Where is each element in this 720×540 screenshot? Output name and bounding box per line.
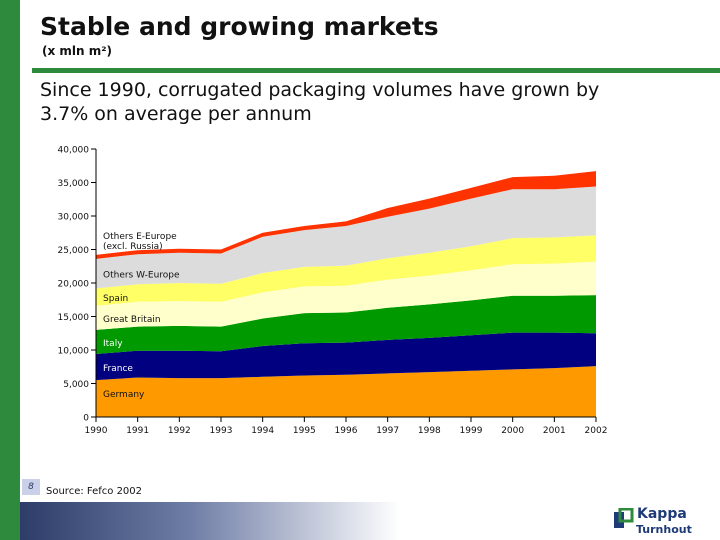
x-tick-label: 1996 xyxy=(335,426,358,436)
series-label: Great Britain xyxy=(103,315,161,325)
series-label: Italy xyxy=(103,339,123,349)
area-series-germany xyxy=(96,366,596,417)
kappa-logo-icon xyxy=(614,508,634,528)
x-tick-label: 1992 xyxy=(168,426,191,436)
left-accent-bar xyxy=(0,0,20,540)
y-tick-label: 40,000 xyxy=(58,146,90,156)
x-tick-label: 1990 xyxy=(85,426,108,436)
kappa-logo: Kappa Turnhout xyxy=(612,506,712,540)
y-tick-label: 20,000 xyxy=(58,280,90,290)
footer-gradient-bar xyxy=(20,502,400,540)
series-label: Others W-Europe xyxy=(103,271,180,281)
x-tick-label: 1999 xyxy=(460,426,483,436)
x-tick-label: 2002 xyxy=(585,426,608,436)
y-tick-label: 15,000 xyxy=(58,313,90,323)
page-subtitle: (x mln m²) xyxy=(42,44,112,58)
area-series-others-e-europe-excl-russia xyxy=(96,171,596,259)
y-tick-label: 35,000 xyxy=(58,179,90,189)
area-series-great-britain xyxy=(96,261,596,330)
x-tick-label: 1998 xyxy=(418,426,441,436)
x-tick-label: 1995 xyxy=(293,426,316,436)
series-label: France xyxy=(103,364,133,374)
y-tick-label: 5,000 xyxy=(63,380,89,390)
x-tick-label: 2000 xyxy=(501,426,524,436)
area-series-spain xyxy=(96,235,596,306)
area-series-italy xyxy=(96,295,596,354)
logo-name: Kappa xyxy=(637,506,687,522)
x-tick-label: 1991 xyxy=(126,426,149,436)
page-number: 8 xyxy=(22,479,40,495)
series-label: Others E-Europe xyxy=(103,232,177,242)
x-tick-label: 2001 xyxy=(543,426,566,436)
y-tick-label: 30,000 xyxy=(58,213,90,223)
series-label: Spain xyxy=(103,294,128,304)
x-tick-label: 1993 xyxy=(210,426,233,436)
headline-text: Since 1990, corrugated packaging volumes… xyxy=(40,79,600,125)
series-label: (excl. Russia) xyxy=(103,242,163,252)
title-divider xyxy=(32,68,720,73)
logo-subname: Turnhout xyxy=(636,523,692,536)
series-label: Germany xyxy=(103,390,145,400)
y-tick-label: 10,000 xyxy=(58,347,90,357)
area-series-france xyxy=(96,332,596,381)
page-title: Stable and growing markets xyxy=(40,12,439,41)
y-tick-label: 25,000 xyxy=(58,246,90,256)
y-tick-label: 0 xyxy=(83,414,89,424)
source-note: Source: Fefco 2002 xyxy=(46,486,143,497)
x-tick-label: 1994 xyxy=(251,426,274,436)
x-tick-label: 1997 xyxy=(376,426,399,436)
area-series-others-w-europe xyxy=(96,186,596,289)
